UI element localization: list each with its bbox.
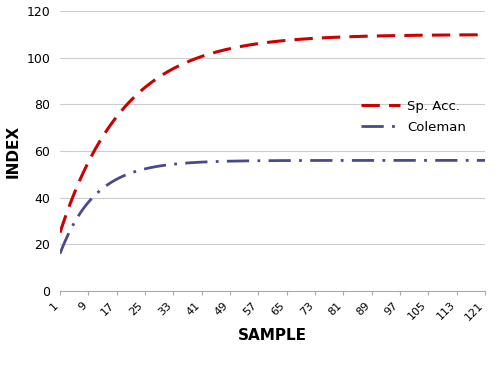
Legend: Sp. Acc., Coleman: Sp. Acc., Coleman bbox=[357, 96, 470, 138]
X-axis label: SAMPLE: SAMPLE bbox=[238, 327, 307, 342]
Y-axis label: INDEX: INDEX bbox=[6, 125, 21, 178]
